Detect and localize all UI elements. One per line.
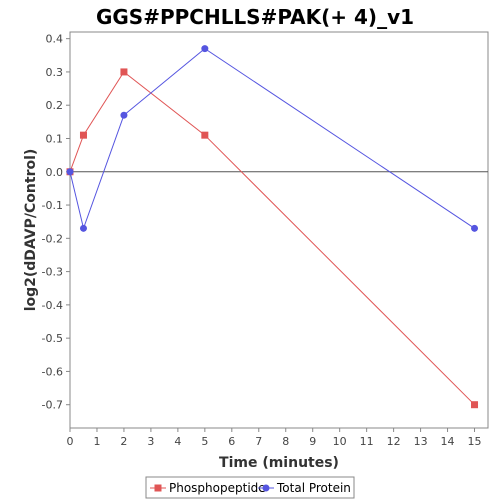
x-tick-label: 0 — [67, 435, 74, 448]
legend-items: Phosphopeptide Total Protein — [150, 481, 351, 495]
x-tick-label: 6 — [228, 435, 235, 448]
y-axis: -0.7 -0.6 -0.5 -0.4 -0.3 -0.2 -0.1 0.0 0.1 0.2 0.3… — [42, 33, 70, 412]
x-tick-label: 14 — [441, 435, 455, 448]
y-tick-label: 0.1 — [46, 132, 64, 145]
y-axis-label: log2(dDAVP/Control) — [23, 149, 39, 312]
series-1-point — [201, 45, 209, 53]
y-tick-label: 0.2 — [46, 99, 64, 112]
y-tick-label: -0.4 — [42, 299, 63, 312]
x-axis: 0 1 2 3 4 5 6 7 8 9 10 11 12 13 14 15 — [67, 428, 482, 448]
series-0-point — [471, 401, 479, 409]
series-group — [66, 45, 479, 409]
y-tick-label: -0.2 — [42, 232, 63, 245]
series-1-point — [79, 224, 87, 232]
y-tick-label: 0.4 — [46, 33, 64, 46]
x-tick-label: 7 — [255, 435, 262, 448]
x-tick-label: 15 — [468, 435, 482, 448]
series-1-point — [471, 224, 479, 232]
chart-title: GGS#PPCHLLS#PAK(+ 4)_v1 — [96, 5, 414, 29]
series-0-point — [79, 131, 87, 139]
legend: Phosphopeptide Total Protein — [145, 476, 355, 499]
x-tick-label: 12 — [387, 435, 401, 448]
series-1-point — [66, 168, 74, 176]
series-1-point — [120, 111, 128, 119]
y-tick-label: -0.6 — [42, 365, 63, 378]
y-tick-label: -0.1 — [42, 199, 63, 212]
plot-area — [69, 31, 489, 429]
legend-marker-1 — [262, 484, 270, 492]
x-tick-label: 5 — [201, 435, 208, 448]
x-tick-label: 11 — [360, 435, 374, 448]
x-tick-label: 13 — [414, 435, 428, 448]
series-0-point — [201, 131, 209, 139]
y-tick-label: -0.7 — [42, 399, 63, 412]
legend-marker-0 — [154, 484, 162, 492]
x-tick-label: 9 — [309, 435, 316, 448]
x-tick-label: 10 — [333, 435, 347, 448]
x-tick-label: 1 — [93, 435, 100, 448]
x-tick-label: 8 — [282, 435, 289, 448]
x-tick-label: 4 — [174, 435, 181, 448]
legend-box — [145, 476, 355, 499]
y-tick-label: -0.5 — [42, 332, 63, 345]
y-tick-label: 0.0 — [46, 166, 64, 179]
x-tick-label: 3 — [147, 435, 154, 448]
legend-label-0: Phosphopeptide — [169, 481, 266, 495]
legend-label-1: Total Protein — [276, 481, 351, 495]
y-tick-label: -0.3 — [42, 266, 63, 279]
y-tick-label: 0.3 — [46, 66, 64, 79]
series-0-point — [120, 68, 128, 76]
x-tick-label: 2 — [120, 435, 127, 448]
x-axis-label: Time (minutes) — [219, 455, 339, 471]
